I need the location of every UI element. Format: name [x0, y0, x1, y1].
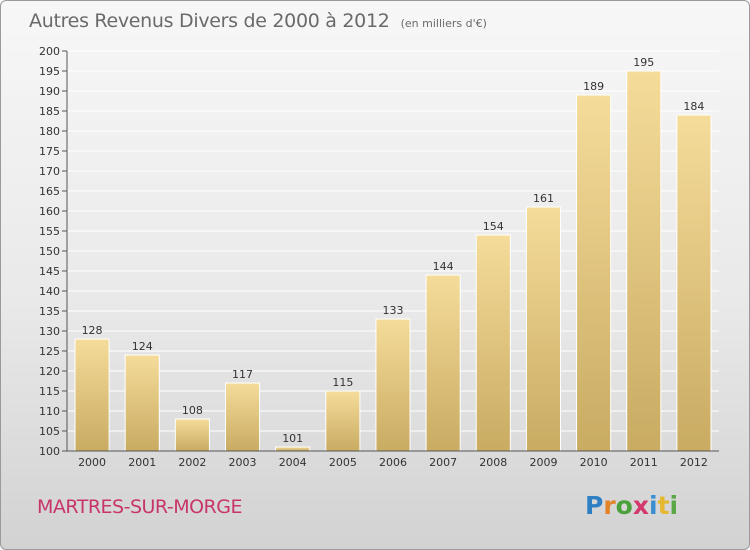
y-tick-label: 170 — [39, 165, 60, 178]
data-label-2000: 128 — [82, 324, 103, 337]
bar-2002 — [174, 418, 210, 452]
data-labels: 128 124 108 117 101 115 133 144 154 161 189 195 184 — [82, 56, 705, 445]
y-tick-label: 200 — [39, 45, 60, 58]
data-label-2006: 133 — [383, 304, 404, 317]
data-label-2011: 195 — [633, 56, 654, 69]
title-row: Autres Revenus Divers de 2000 à 2012 (en… — [29, 10, 487, 32]
bar-2007 — [425, 274, 461, 452]
y-tick-label: 135 — [39, 305, 60, 318]
data-label-2002: 108 — [182, 404, 203, 417]
bar-2012 — [676, 114, 712, 452]
logo-letter: t — [657, 491, 670, 520]
proxiti-logo: Proxiti — [585, 491, 678, 520]
data-label-2005: 115 — [332, 376, 353, 389]
logo-letter: o — [615, 491, 633, 520]
data-label-2010: 189 — [583, 80, 604, 93]
y-tick-label: 140 — [39, 285, 60, 298]
bar-2011 — [626, 70, 662, 452]
bar-2008 — [475, 234, 511, 452]
y-tick-label: 120 — [39, 365, 60, 378]
x-tick-label: 2012 — [680, 456, 708, 469]
x-tick-label: 2008 — [479, 456, 507, 469]
x-tick-label: 2006 — [379, 456, 407, 469]
bar-2000 — [74, 338, 110, 452]
y-tick-label: 175 — [39, 145, 60, 158]
bar-2005 — [325, 390, 361, 452]
y-tick-label: 155 — [39, 225, 60, 238]
bar-2010 — [576, 94, 612, 452]
data-label-2004: 101 — [282, 432, 303, 445]
y-tick-label: 185 — [39, 105, 60, 118]
y-tick-label: 100 — [39, 445, 60, 458]
bar-2004 — [275, 446, 311, 452]
bar-2006 — [375, 318, 411, 452]
x-tick-label: 2011 — [630, 456, 658, 469]
logo-letter: i — [669, 491, 679, 520]
data-label-2009: 161 — [533, 192, 554, 205]
y-tick-label: 145 — [39, 265, 60, 278]
chart-title: Autres Revenus Divers de 2000 à 2012 — [29, 10, 390, 32]
logo-letter: P — [585, 491, 604, 520]
place-name: MARTRES-SUR-MORGE — [37, 496, 242, 518]
y-tick-label: 125 — [39, 345, 60, 358]
bars — [74, 70, 712, 452]
x-tick-label: 2003 — [229, 456, 257, 469]
data-label-2001: 124 — [132, 340, 153, 353]
y-tick-label: 130 — [39, 325, 60, 338]
logo-letter: i — [649, 491, 658, 520]
y-tick-label: 160 — [39, 205, 60, 218]
x-tick-label: 2009 — [529, 456, 557, 469]
data-label-2012: 184 — [683, 100, 704, 113]
x-tick-label: 2000 — [78, 456, 106, 469]
x-tick-label: 2010 — [580, 456, 608, 469]
logo-letter: x — [632, 491, 649, 520]
data-label-2007: 144 — [433, 260, 454, 273]
y-tick-label: 180 — [39, 125, 60, 138]
chart-unit-label: (en milliers d'€) — [400, 17, 487, 30]
x-tick-label: 2005 — [329, 456, 357, 469]
y-tick-label: 115 — [39, 385, 60, 398]
y-tick-label: 150 — [39, 245, 60, 258]
x-tick-label: 2007 — [429, 456, 457, 469]
y-tick-label: 190 — [39, 85, 60, 98]
y-tick-label: 110 — [39, 405, 60, 418]
x-tick-label: 2001 — [128, 456, 156, 469]
x-tick-label: 2002 — [178, 456, 206, 469]
data-label-2008: 154 — [483, 220, 504, 233]
y-tick-label: 165 — [39, 185, 60, 198]
y-tick-label: 195 — [39, 65, 60, 78]
bar-2003 — [224, 382, 261, 452]
y-tick-label: 105 — [39, 425, 60, 438]
x-tick-label: 2004 — [279, 456, 307, 469]
x-axis: 2000 2001 2002 2003 2004 2005 2006 2007 2008 2009… — [67, 450, 719, 469]
data-label-2003: 117 — [232, 368, 253, 381]
bar-2001 — [124, 354, 160, 452]
bar-2009 — [525, 206, 562, 452]
y-axis: 100 105 110 115 120 125 130 135 140 145 150 155 160 1… — [39, 45, 68, 458]
logo-letter: r — [603, 491, 616, 520]
